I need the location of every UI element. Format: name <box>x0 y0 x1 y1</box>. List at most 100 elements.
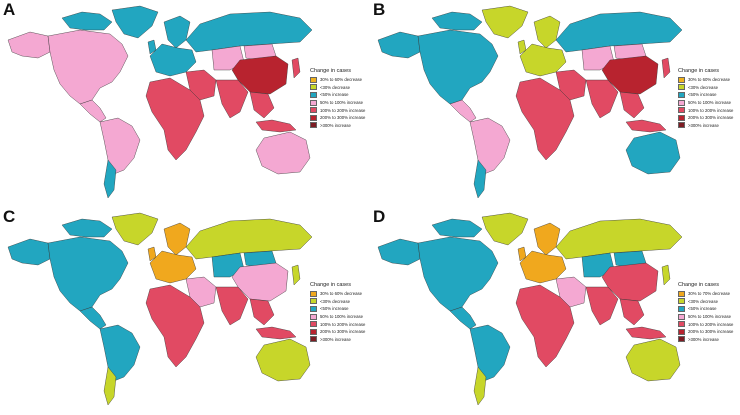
legend-item: 200% to 300% increase <box>678 328 733 336</box>
legend-label: 200% to 300% increase <box>688 115 734 121</box>
world-map-a <box>7 5 313 199</box>
legend-item: <50% increase <box>678 305 733 313</box>
legend-swatch <box>310 298 317 305</box>
legend-label: >300% increase <box>320 122 351 128</box>
region-arctic-islands <box>61 11 113 31</box>
region-southeast-asia <box>619 91 645 119</box>
legend-b: Change in cases 30% to 60% decrease <30% … <box>678 68 733 129</box>
legend-item: >300% increase <box>310 336 365 344</box>
legend-label: <30% decrease <box>320 298 350 304</box>
region-north-america <box>417 236 499 312</box>
legend-swatch <box>310 328 317 335</box>
legend-swatch <box>678 99 685 106</box>
region-greenland <box>481 212 529 246</box>
region-north-america <box>47 236 129 312</box>
legend-item: <30% decrease <box>310 84 365 92</box>
legend-label: 100% to 200% increase <box>320 321 366 327</box>
legend-title: Change in cases <box>310 282 351 288</box>
legend-title: Change in cases <box>678 282 719 288</box>
region-south-cone <box>103 159 117 199</box>
region-africa <box>145 77 205 161</box>
legend-item: 50% to 100% increase <box>678 313 733 321</box>
panel-label-b: B <box>373 0 386 19</box>
legend-swatch <box>678 298 685 305</box>
legend-item: >300% increase <box>310 122 365 130</box>
map-panel-d: D Change in cases 30% to 70% decrease <30… <box>370 207 740 414</box>
legend-label: 50% to 100% increase <box>320 314 363 320</box>
legend-d: Change in cases 30% to 70% decrease <30% … <box>678 282 733 343</box>
legend-swatch <box>678 336 685 343</box>
legend-label: <30% decrease <box>688 298 718 304</box>
legend-label: >300% increase <box>688 336 719 342</box>
legend-swatch <box>310 305 317 312</box>
legend-swatch <box>310 336 317 343</box>
legend-label: 100% to 200% increase <box>688 321 734 327</box>
region-arctic-islands <box>431 218 483 238</box>
region-japan <box>291 264 301 286</box>
legend-item: 30% to 60% decrease <box>310 290 365 298</box>
legend-label: 30% to 70% decrease <box>688 291 731 297</box>
legend-label: <50% increase <box>688 92 717 98</box>
region-indonesia <box>255 119 297 133</box>
region-australia <box>625 131 681 175</box>
region-russia <box>185 11 313 53</box>
legend-label: 100% to 200% increase <box>688 107 734 113</box>
region-japan <box>661 57 671 79</box>
legend-item: 200% to 300% increase <box>310 328 365 336</box>
legend-item: 200% to 300% increase <box>678 114 733 122</box>
region-south-america <box>99 324 141 382</box>
legend-swatch <box>678 84 685 91</box>
legend-swatch <box>310 313 317 320</box>
region-europe <box>519 250 567 284</box>
region-arctic-islands <box>61 218 113 238</box>
region-south-cone <box>473 366 487 406</box>
region-europe <box>519 43 567 77</box>
region-greenland <box>111 5 159 39</box>
region-alaska <box>377 31 421 59</box>
legend-swatch <box>678 321 685 328</box>
legend-swatch <box>310 290 317 297</box>
legend-label: 30% to 60% decrease <box>688 77 731 83</box>
region-southeast-asia <box>619 298 645 326</box>
legend-title: Change in cases <box>310 68 351 74</box>
legend-swatch <box>678 290 685 297</box>
legend-swatch <box>310 84 317 91</box>
world-map-c <box>7 212 313 406</box>
legend-label: 30% to 60% decrease <box>320 291 363 297</box>
region-russia <box>555 11 683 53</box>
region-scandinavia <box>533 222 561 256</box>
region-india <box>215 79 249 119</box>
legend-item: 50% to 100% increase <box>310 313 365 321</box>
legend-item: 50% to 100% increase <box>310 99 365 107</box>
legend-swatch <box>678 76 685 83</box>
region-australia <box>255 131 311 175</box>
legend-item: 30% to 60% decrease <box>678 76 733 84</box>
region-africa <box>515 284 575 368</box>
map-panel-c: C Change in cases 30% to 60% decrease <30… <box>0 207 370 414</box>
legend-item: 200% to 300% increase <box>310 114 365 122</box>
region-china <box>601 262 659 302</box>
legend-item: 100% to 200% increase <box>678 106 733 114</box>
region-south-america <box>99 117 141 175</box>
region-south-cone <box>103 366 117 406</box>
legend-item: 100% to 200% increase <box>678 320 733 328</box>
legend-item: >300% increase <box>678 336 733 344</box>
legend-swatch <box>678 107 685 114</box>
legend-swatch <box>310 91 317 98</box>
region-greenland <box>481 5 529 39</box>
legend-c: Change in cases 30% to 60% decrease <30% … <box>310 282 365 343</box>
region-north-america <box>417 29 499 105</box>
legend-label: >300% increase <box>320 336 351 342</box>
region-africa <box>515 77 575 161</box>
legend-swatch <box>310 114 317 121</box>
region-australia <box>625 338 681 382</box>
legend-label: <50% increase <box>320 306 349 312</box>
region-central-america <box>79 306 107 330</box>
region-africa <box>145 284 205 368</box>
region-china <box>601 55 659 95</box>
legend-item: <30% decrease <box>310 298 365 306</box>
region-greenland <box>111 212 159 246</box>
legend-label: >300% increase <box>688 122 719 128</box>
region-india <box>215 286 249 326</box>
region-indonesia <box>255 326 297 340</box>
